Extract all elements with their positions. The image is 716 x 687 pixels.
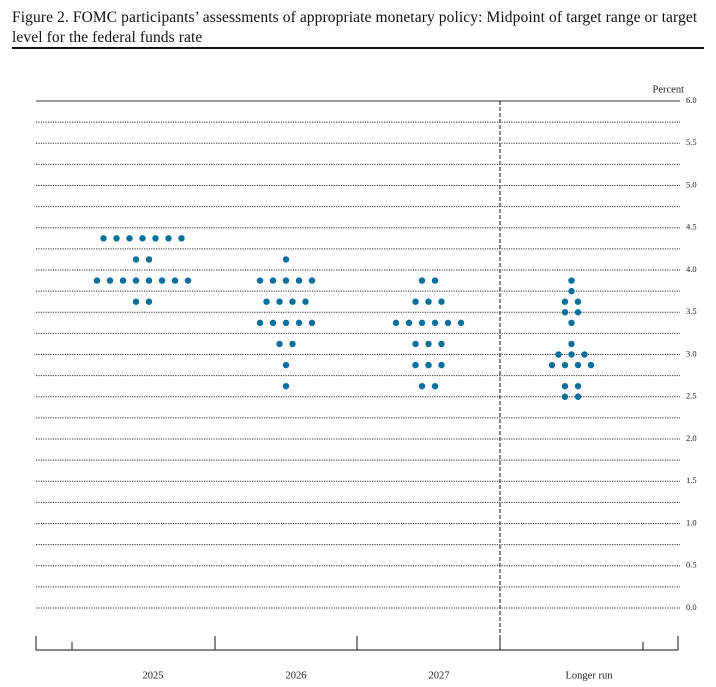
- dot: [308, 319, 316, 327]
- dot: [282, 256, 290, 263]
- dot: [431, 319, 439, 327]
- dot: [184, 277, 192, 284]
- dot: [438, 361, 445, 369]
- dot: [171, 277, 179, 284]
- dot: [93, 277, 101, 284]
- y-tick-label: 5.0: [686, 179, 697, 189]
- dot: [548, 361, 556, 369]
- dot: [574, 361, 582, 369]
- dot: [418, 319, 426, 327]
- dot: [405, 319, 413, 327]
- dot: [289, 298, 296, 305]
- dot: [119, 277, 127, 284]
- dot: [145, 256, 153, 263]
- dot: [412, 340, 419, 348]
- dot: [269, 319, 277, 327]
- dot: [561, 298, 569, 305]
- dot: [392, 319, 400, 327]
- dot: [295, 277, 303, 284]
- dot: [574, 298, 582, 305]
- y-tick-label: 2.5: [686, 391, 697, 401]
- dot: [568, 287, 575, 295]
- dot: [568, 351, 575, 358]
- y-tick-label: 6.0: [686, 95, 697, 105]
- y-tick-label: 1.5: [686, 475, 697, 485]
- dot: [113, 235, 120, 242]
- dot: [100, 235, 107, 242]
- dot: [132, 277, 140, 284]
- dot: [444, 319, 452, 327]
- dot: [289, 340, 296, 348]
- dot: [561, 382, 569, 390]
- dot: [145, 298, 153, 305]
- dot: [457, 319, 465, 327]
- dot: [145, 277, 153, 284]
- dot: [561, 309, 569, 316]
- dot: [132, 298, 140, 305]
- dot: [308, 277, 316, 284]
- y-tick-label: 0.5: [686, 560, 697, 570]
- dot: [438, 340, 445, 348]
- dot: [302, 298, 309, 305]
- y-tick-label: 1.0: [686, 517, 697, 527]
- dot: [425, 340, 432, 348]
- dot: [178, 235, 185, 242]
- dot: [555, 351, 562, 358]
- dot: [568, 277, 575, 284]
- dot: [425, 361, 432, 369]
- x-tick-label: Longer run: [566, 670, 614, 681]
- dot: [574, 393, 582, 400]
- dot: [438, 298, 445, 305]
- title-rule: [12, 47, 704, 49]
- dot: [282, 277, 290, 284]
- x-tick-label: 2027: [429, 670, 450, 681]
- dot: [581, 351, 588, 358]
- dot: [126, 235, 133, 242]
- dot: [256, 319, 264, 327]
- dot: [139, 235, 146, 242]
- dot: [276, 298, 283, 305]
- dot: [587, 361, 595, 369]
- dot: [282, 361, 290, 369]
- dot: [256, 277, 264, 284]
- dot: [158, 277, 166, 284]
- dot: [418, 382, 426, 390]
- y-tick-label: 4.0: [686, 264, 697, 274]
- dot: [412, 361, 419, 369]
- y-tick-label: 4.5: [686, 222, 697, 232]
- dot: [574, 309, 582, 316]
- y-axis-label: Percent: [653, 84, 685, 95]
- y-tick-label: 0.0: [686, 602, 697, 612]
- dot: [132, 256, 140, 263]
- dot: [152, 235, 159, 242]
- x-tick-label: 2025: [143, 670, 164, 681]
- dot: [295, 319, 303, 327]
- dot: [568, 319, 575, 327]
- dot: [418, 277, 426, 284]
- y-tick-label: 5.5: [686, 137, 697, 147]
- dot: [276, 340, 283, 348]
- dot: [282, 319, 290, 327]
- dot: [263, 298, 270, 305]
- y-tick-label: 2.0: [686, 433, 697, 443]
- dot: [568, 340, 575, 348]
- dot: [431, 382, 439, 390]
- dot: [165, 235, 172, 242]
- dot: [574, 382, 582, 390]
- dot: [431, 277, 439, 284]
- x-tick-label: 2026: [286, 670, 307, 681]
- dot: [282, 382, 290, 390]
- chart-title: Figure 2. FOMC participants’ assessments…: [12, 9, 698, 46]
- y-tick-label: 3.5: [686, 306, 697, 316]
- dot: [269, 277, 277, 284]
- y-tick-label: 3.0: [686, 348, 697, 358]
- dot: [106, 277, 114, 284]
- dot: [561, 361, 569, 369]
- dot: [412, 298, 419, 305]
- dot: [425, 298, 432, 305]
- dot: [561, 393, 569, 400]
